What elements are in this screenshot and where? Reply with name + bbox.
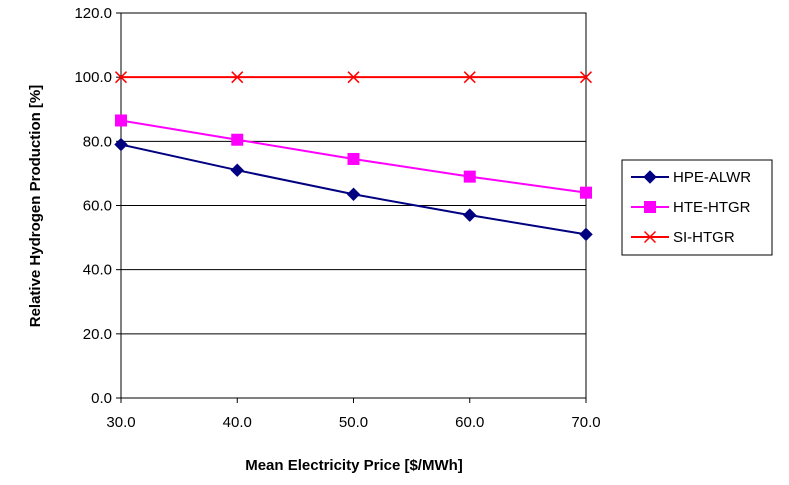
data-point: [347, 71, 360, 84]
data-point: [463, 208, 477, 222]
y-tick-label: 20.0: [83, 326, 112, 343]
legend-label: HPE-ALWR: [673, 169, 751, 186]
x-tick-label: 40.0: [223, 414, 252, 431]
data-point: [346, 187, 361, 201]
y-tick-label: 100.0: [74, 69, 112, 86]
data-point: [114, 71, 128, 84]
data-point: [580, 186, 592, 199]
data-point: [463, 170, 476, 183]
y-tick-label: 120.0: [74, 5, 112, 22]
data-point: [230, 163, 244, 177]
legend-label: SI-HTGR: [673, 229, 735, 246]
x-tick-label: 60.0: [455, 414, 484, 431]
x-axis-title: Mean Electricity Price [$/MWh]: [245, 457, 463, 474]
series-hte-htgr: [115, 114, 592, 199]
legend: HPE-ALWR HTE-HTGR SI-HTGR: [621, 159, 773, 256]
series-layer: [114, 71, 593, 242]
legend-item-hte-htgr: HTE-HTGR: [631, 199, 751, 216]
legend-marker: [643, 230, 657, 244]
x-tick-label: 70.0: [571, 414, 600, 431]
legend-marker: [644, 201, 656, 213]
y-tick-label: 40.0: [83, 262, 112, 279]
series-hpe-alwr: [114, 137, 593, 242]
data-point: [231, 133, 244, 146]
data-point: [463, 71, 476, 84]
y-tick-label: 0.0: [91, 390, 112, 407]
gridlines: [121, 76, 586, 335]
y-axis-ticks: 0.0 20.0 40.0 60.0 80.0 100.0 120.0: [74, 5, 121, 407]
y-tick-label: 60.0: [83, 198, 112, 215]
data-point: [115, 114, 127, 127]
data-point: [579, 227, 593, 242]
legend-label: HTE-HTGR: [673, 199, 751, 216]
legend-item-si-htgr: SI-HTGR: [631, 229, 735, 246]
legend-marker: [643, 170, 657, 184]
y-axis-title: Relative Hydrogen Production [%]: [27, 85, 44, 328]
data-point: [347, 152, 360, 165]
series-si-htgr: [114, 71, 593, 84]
x-axis-ticks: 30.0 40.0 50.0 60.0 70.0: [106, 398, 601, 431]
data-point: [231, 71, 244, 84]
y-tick-label: 80.0: [83, 133, 112, 150]
data-point: [114, 137, 128, 152]
legend-item-hpe-alwr: HPE-ALWR: [631, 169, 751, 186]
x-tick-label: 30.0: [106, 414, 135, 431]
x-tick-label: 50.0: [339, 414, 368, 431]
data-point: [579, 71, 593, 84]
